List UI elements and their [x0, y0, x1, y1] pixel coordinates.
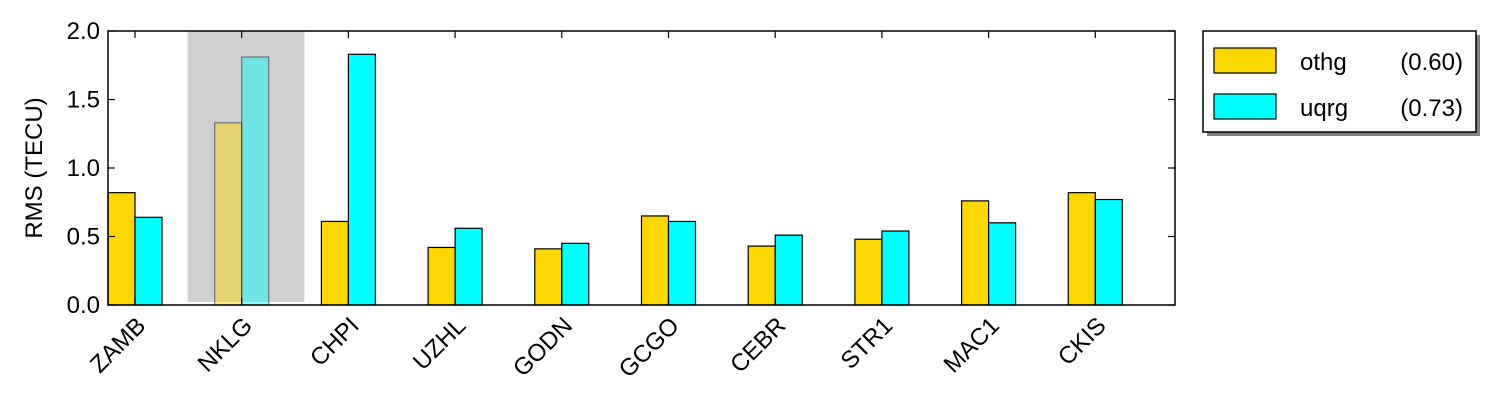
bar-uqrg-mac1 [987, 222, 1017, 306]
legend-swatch-uqrg [1213, 93, 1277, 120]
ticks-layer: 0.0 0.5 1.0 1.5 2.0 [67, 18, 1175, 319]
y-tick-label: 0.5 [67, 224, 100, 251]
x-tick-label-chpi: CHPI [305, 312, 365, 372]
x-tick-label-nklg: NKLG [193, 312, 258, 377]
bar-othg-ckis [1067, 192, 1096, 306]
bars-layer [107, 53, 1123, 306]
bar-uqrg-nklg [241, 56, 270, 306]
bar-uqrg-str1 [881, 230, 910, 306]
legend: othg (0.60) uqrg (0.73) [1202, 30, 1480, 136]
bar-othg-cebr [747, 245, 776, 306]
y-tick-label: 2.0 [67, 18, 100, 45]
bar-uqrg-cebr [774, 234, 803, 306]
x-tick-label-cebr: CEBR [725, 312, 791, 378]
x-tick-label-mac1: MAC1 [939, 312, 1005, 378]
legend-value-uqrg: (0.73) [1400, 95, 1463, 122]
bar-uqrg-gcgo [667, 220, 697, 306]
y-tick-label: 0.0 [67, 292, 100, 319]
x-tick-label-zamb: ZAMB [85, 312, 151, 378]
labels-layer: ZAMB NKLG CHPI UZHL GODN GCGO CEBR STR1 MAC1 CKIS… [21, 97, 1112, 383]
y-tick-label: 1.5 [67, 87, 100, 114]
highlight-band-nklg [187, 31, 305, 302]
bar-othg-nklg [214, 122, 243, 306]
bar-othg-chpi [320, 220, 349, 306]
x-tick-label-str1: STR1 [836, 312, 898, 374]
y-axis-label: RMS (TECU) [21, 97, 48, 238]
bar-uqrg-uzhl [454, 227, 483, 306]
legend-swatch-othg [1213, 47, 1277, 74]
highlight-layer [187, 31, 305, 302]
bar-othg-gcgo [640, 215, 670, 306]
bar-uqrg-zamb [134, 216, 163, 306]
legend-value-othg: (0.60) [1400, 49, 1463, 76]
legend-label-uqrg: uqrg [1300, 95, 1348, 122]
bar-uqrg-godn [561, 242, 590, 306]
bar-uqrg-ckis [1094, 198, 1123, 306]
bar-othg-uzhl [427, 246, 456, 306]
legend-label-othg: othg [1300, 49, 1347, 76]
x-tick-label-uzhl: UZHL [408, 312, 471, 375]
bar-othg-godn [534, 248, 563, 306]
bar-othg-zamb [107, 192, 136, 306]
bar-othg-str1 [854, 238, 883, 306]
x-tick-label-ckis: CKIS [1053, 312, 1112, 371]
x-tick-label-gcgo: GCGO [614, 312, 685, 383]
bar-uqrg-chpi [347, 53, 376, 306]
x-tick-label-godn: GODN [508, 312, 578, 382]
bar-othg-mac1 [960, 200, 990, 306]
y-tick-label: 1.0 [67, 155, 100, 182]
